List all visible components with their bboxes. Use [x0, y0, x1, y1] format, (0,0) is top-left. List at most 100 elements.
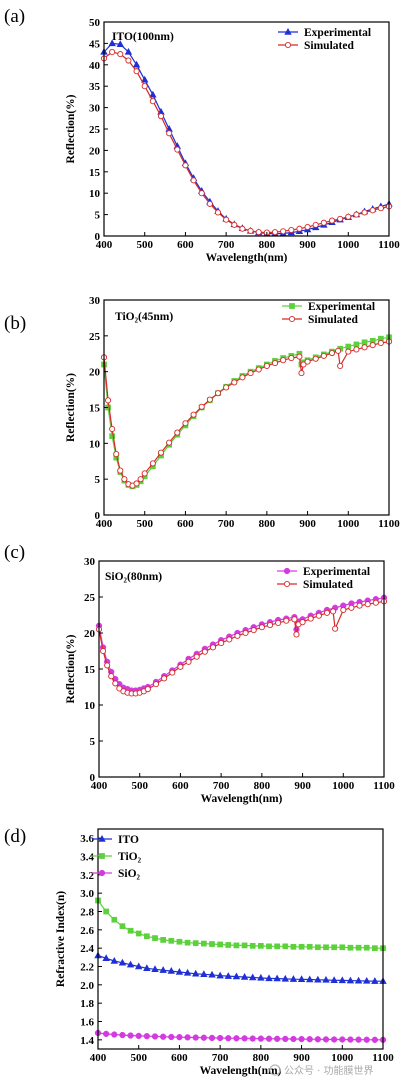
x-tick-label: 1100: [372, 1052, 394, 1064]
data-point: [354, 976, 363, 984]
data-point: [249, 973, 257, 981]
data-point: [290, 1035, 297, 1043]
plot-frame: [103, 21, 390, 237]
series-group: [94, 897, 387, 1043]
x-tick-label: 700: [212, 1052, 229, 1064]
data-point: [226, 636, 233, 643]
y-tick-label: 15: [84, 664, 96, 676]
data-point: [263, 362, 270, 369]
data-point: [174, 146, 181, 153]
data-point: [201, 940, 207, 947]
data-point: [345, 348, 352, 355]
data-point: [323, 609, 331, 616]
data-point: [127, 927, 134, 934]
data-point: [135, 962, 143, 970]
data-point: [126, 960, 135, 968]
data-point: [282, 1035, 289, 1043]
data-point: [104, 662, 111, 669]
data-point: [337, 215, 344, 222]
data-point: [190, 411, 197, 418]
data-point: [198, 190, 205, 197]
data-point: [208, 1034, 216, 1042]
data-point: [111, 916, 118, 923]
data-point: [201, 648, 208, 655]
panel-label: (d): [4, 826, 26, 847]
data-point: [320, 352, 327, 359]
data-point: [239, 374, 246, 381]
series-group: [95, 594, 388, 697]
x-tick-label: 1000: [331, 1052, 354, 1064]
data-point: [157, 449, 165, 456]
x-tick-label: 700: [218, 239, 235, 251]
data-point: [240, 973, 249, 980]
data-point: [117, 467, 124, 474]
y-tick-label: 20: [84, 628, 96, 640]
data-point: [332, 625, 339, 632]
data-point: [275, 619, 282, 626]
data-point: [133, 480, 140, 487]
data-point: [335, 347, 342, 354]
x-tick-label: 900: [294, 780, 311, 792]
data-point: [242, 629, 249, 637]
data-point: [247, 370, 254, 377]
data-point: [117, 51, 124, 58]
y-tick-label: 3.2: [80, 870, 94, 882]
data-point: [363, 976, 371, 984]
data-point: [113, 451, 120, 458]
data-point: [190, 177, 197, 184]
data-point: [159, 966, 167, 973]
y-tick-label: 3.6: [80, 833, 94, 845]
y-tick-label: 2.0: [80, 980, 94, 992]
series-line: [97, 900, 383, 949]
series-group: [100, 334, 393, 490]
series-group: [100, 39, 393, 237]
y-tick-label: 2.2: [80, 962, 94, 974]
x-tick-label: 600: [177, 239, 194, 251]
series-line: [98, 600, 385, 695]
data-point: [166, 130, 173, 137]
series-triangle-0: [94, 951, 387, 984]
y-tick-label: 2.6: [80, 925, 94, 937]
legend-marker: [283, 567, 291, 575]
x-axis-label: Wavelength(nm): [200, 1065, 282, 1077]
data-point: [249, 943, 256, 949]
data-point: [306, 943, 313, 950]
y-tick-label: 1.4: [80, 1035, 94, 1047]
data-point: [143, 1033, 151, 1040]
data-point: [322, 975, 330, 983]
y-tick-label: 0: [95, 231, 101, 243]
y-axis-label: Reflection(%): [65, 634, 77, 703]
data-point: [111, 1031, 118, 1038]
x-tick-label: 400: [96, 518, 113, 530]
data-point: [234, 632, 241, 639]
x-tick-label: 800: [253, 1052, 270, 1064]
data-point: [271, 360, 279, 367]
data-point: [141, 75, 149, 83]
data-point: [280, 357, 287, 364]
chart-panel-1: (a) 400 500 600 700 800 900 1000 1100 0 5 10 15 20 25 3…: [4, 6, 400, 264]
data-point: [208, 970, 216, 978]
data-point: [306, 1036, 313, 1043]
data-point: [361, 339, 368, 346]
data-point: [217, 941, 223, 948]
data-point: [249, 1035, 256, 1042]
data-point: [356, 602, 363, 609]
y-tick-label: 20: [89, 145, 101, 157]
data-point: [372, 599, 379, 606]
data-point: [337, 362, 344, 369]
data-point: [116, 40, 124, 47]
y-tick-label: 10: [89, 188, 101, 200]
legend-marker: [284, 27, 292, 35]
data-point: [363, 944, 370, 951]
data-point: [369, 342, 376, 349]
x-tick-label: 1000: [337, 518, 360, 530]
data-point: [347, 944, 354, 951]
watermark-text: 公众号 · 功能膜世界: [284, 1064, 374, 1077]
x-tick-label: 600: [171, 1052, 188, 1064]
data-point: [225, 942, 232, 948]
y-tick-label: 30: [84, 556, 96, 568]
x-tick-label: 900: [299, 518, 316, 530]
x-tick-label: 500: [136, 239, 153, 251]
